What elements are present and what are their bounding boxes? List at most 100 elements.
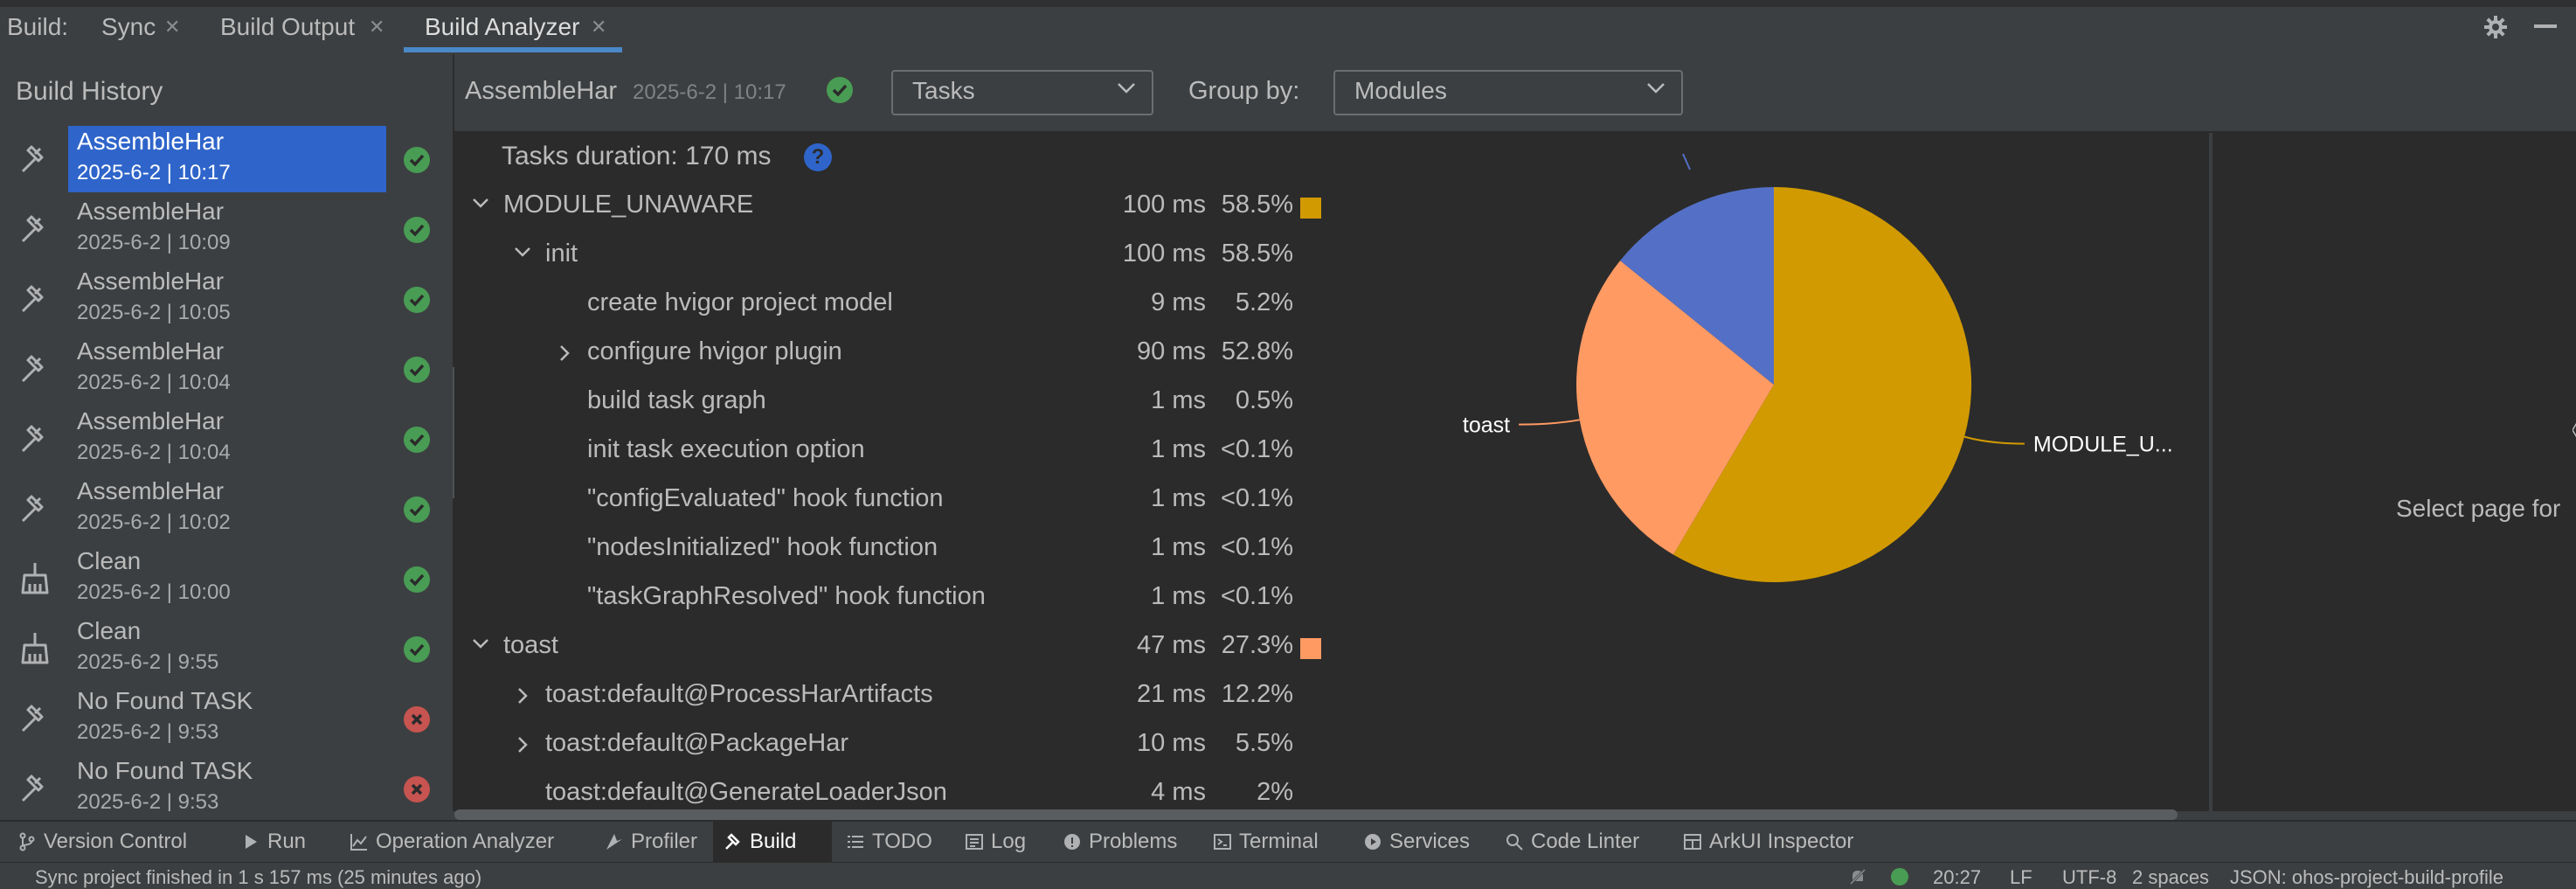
tree-row[interactable]: "nodesInitialized" hook function 1 ms <0.1…	[454, 524, 1328, 573]
tree-row[interactable]: toast:default@ProcessHarArtifacts 21 ms 12…	[454, 671, 1328, 720]
tree-row-label: "configEvaluated" hook function	[587, 484, 944, 512]
tool-window-label: Code Linter	[1531, 830, 1640, 853]
tree-row[interactable]: "configEvaluated" hook function 1 ms <0.1%	[454, 476, 1328, 524]
tool-window-label: Log	[991, 830, 1027, 853]
tool-window-strip: Version Control Run Operation Analyzer Prof…	[0, 820, 2576, 864]
notifications-icon[interactable]	[1849, 868, 1866, 886]
history-item-name: Clean	[77, 547, 142, 574]
history-item[interactable]: No Found TASK 2025-6-2 | 9:53	[0, 754, 451, 811]
view-select-dropdown[interactable]: Tasks	[891, 70, 1153, 115]
pie-slice[interactable]	[1673, 186, 1972, 582]
tree-row-percent: 27.3%	[1221, 631, 1293, 659]
tree-row[interactable]: "taskGraphResolved" hook function 1 ms <0.…	[454, 573, 1328, 622]
file-encoding[interactable]: UTF-8	[2062, 866, 2117, 888]
line-separator[interactable]: LF	[2010, 866, 2032, 888]
tree-row-percent: <0.1%	[1220, 533, 1293, 561]
tab-sync[interactable]: Sync	[101, 13, 156, 40]
chevron-down-icon[interactable]	[472, 198, 489, 210]
tree-row[interactable]: init task execution option 1 ms <0.1%	[454, 427, 1328, 476]
history-item[interactable]: AssembleHar 2025-6-2 | 10:09	[0, 194, 451, 264]
tool-window-profiler[interactable]: Profiler	[594, 822, 710, 864]
tab-build-analyzer-close-icon[interactable]: ✕	[591, 16, 607, 38]
tree-row-duration: 100 ms	[1122, 191, 1206, 219]
tree-row-percent: <0.1%	[1220, 582, 1293, 610]
tree-row[interactable]: MODULE_UNAWARE 100 ms 58.5%	[454, 182, 1328, 231]
hammer-icon	[16, 699, 54, 738]
history-item[interactable]: Clean 2025-6-2 | 10:00	[0, 544, 451, 614]
tool-window-build[interactable]: Build	[713, 822, 832, 864]
top-edge	[0, 0, 2576, 7]
minimize-icon[interactable]	[2534, 24, 2557, 30]
tool-window-arkui-inspector[interactable]: ArkUI Inspector	[1672, 822, 1870, 864]
broom-icon	[16, 559, 54, 598]
chevron-down-icon[interactable]	[514, 247, 531, 259]
chevron-down-icon[interactable]	[472, 638, 489, 650]
terminal-icon	[1213, 832, 1232, 851]
tab-build-analyzer[interactable]: Build Analyzer	[425, 13, 580, 40]
group-by-value: Modules	[1354, 77, 1447, 104]
horizontal-scrollbar[interactable]	[454, 809, 2178, 820]
history-item-date: 2025-6-2 | 10:05	[77, 301, 231, 324]
history-item-date: 2025-6-2 | 9:53	[77, 790, 219, 811]
history-item[interactable]: AssembleHar 2025-6-2 | 10:17	[0, 124, 451, 194]
history-item[interactable]: AssembleHar 2025-6-2 | 10:02	[0, 474, 451, 544]
tree-row[interactable]: configure hvigor plugin 90 ms 52.8%	[454, 329, 1328, 378]
history-item[interactable]: AssembleHar 2025-6-2 | 10:05	[0, 264, 451, 334]
history-item[interactable]: AssembleHar 2025-6-2 | 10:04	[0, 404, 451, 474]
tree-row[interactable]: toast:default@PackageHar 10 ms 5.5%	[454, 720, 1328, 769]
pie-label: MODULE_U...	[2033, 433, 2173, 457]
tree-row[interactable]: toast:default@GenerateLoaderJson 4 ms 2%	[454, 769, 1328, 811]
tab-build-output-close-icon[interactable]: ✕	[369, 16, 385, 38]
tool-window-label: Problems	[1089, 830, 1178, 853]
success-check-icon	[404, 427, 430, 453]
chevron-down-icon	[1646, 82, 1665, 94]
history-item-date: 2025-6-2 | 10:04	[77, 371, 231, 394]
history-item-name: AssembleHar	[77, 337, 225, 365]
tool-window-terminal[interactable]: Terminal	[1202, 822, 1349, 864]
play-icon	[241, 832, 260, 851]
pie-slice[interactable]	[1620, 187, 1774, 385]
tree-row[interactable]: init 100 ms 58.5%	[454, 231, 1328, 280]
cursor-time[interactable]: 20:27	[1933, 866, 1982, 888]
tool-window-code-linter[interactable]: Code Linter	[1494, 822, 1669, 864]
tool-window-problems[interactable]: Problems	[1052, 822, 1199, 864]
tool-window-log[interactable]: Log	[954, 822, 1049, 864]
group-by-dropdown[interactable]: Modules	[1333, 70, 1683, 115]
tool-window-todo[interactable]: TODO	[835, 822, 951, 864]
json-schema[interactable]: JSON: ohos-project-build-profile	[2230, 866, 2504, 888]
tree-row[interactable]: build task graph 1 ms 0.5%	[454, 378, 1328, 427]
status-message[interactable]: Sync project finished in 1 s 157 ms (25 …	[35, 866, 482, 888]
history-item-date: 2025-6-2 | 10:00	[77, 580, 231, 604]
tree-row-duration: 90 ms	[1137, 337, 1206, 365]
indent-setting[interactable]: 2 spaces	[2132, 866, 2210, 888]
chevron-right-icon[interactable]	[559, 344, 571, 362]
chevron-right-icon[interactable]	[517, 736, 530, 754]
history-item[interactable]: Clean 2025-6-2 | 9:55	[0, 614, 451, 684]
tool-window-operation-analyzer[interactable]: Operation Analyzer	[339, 822, 591, 864]
tab-build-output[interactable]: Build Output	[220, 13, 356, 40]
history-item-name: AssembleHar	[77, 267, 225, 295]
connection-status-icon[interactable]	[1891, 868, 1908, 886]
chevron-right-icon[interactable]	[517, 687, 530, 705]
tree-row[interactable]: create hvigor project model 9 ms 5.2%	[454, 280, 1328, 329]
tree-row-duration: 21 ms	[1137, 680, 1206, 708]
history-item[interactable]: No Found TASK 2025-6-2 | 9:53	[0, 684, 451, 754]
help-icon[interactable]: ?	[804, 143, 832, 171]
tool-window-run[interactable]: Run	[231, 822, 336, 864]
services-icon	[1363, 832, 1382, 851]
history-item[interactable]: AssembleHar 2025-6-2 | 10:04	[0, 334, 451, 404]
tool-window-services[interactable]: Services	[1353, 822, 1491, 864]
tree-row-duration: 100 ms	[1122, 240, 1206, 267]
tree-row-label: init	[545, 240, 578, 267]
tree-row-label: toast:default@PackageHar	[545, 729, 849, 757]
pie-slice[interactable]	[1576, 260, 1774, 555]
gear-icon[interactable]	[2483, 15, 2508, 39]
hammer-icon	[16, 210, 54, 248]
tree-row-label: create hvigor project model	[587, 288, 893, 316]
tool-window-version-control[interactable]: Version Control	[7, 822, 227, 864]
list-icon	[846, 832, 865, 851]
tab-sync-close-icon[interactable]: ✕	[164, 16, 181, 38]
hammer-icon	[724, 832, 743, 851]
tree-row[interactable]: toast 47 ms 27.3%	[454, 622, 1328, 671]
tree-row-label: init task execution option	[587, 435, 865, 463]
